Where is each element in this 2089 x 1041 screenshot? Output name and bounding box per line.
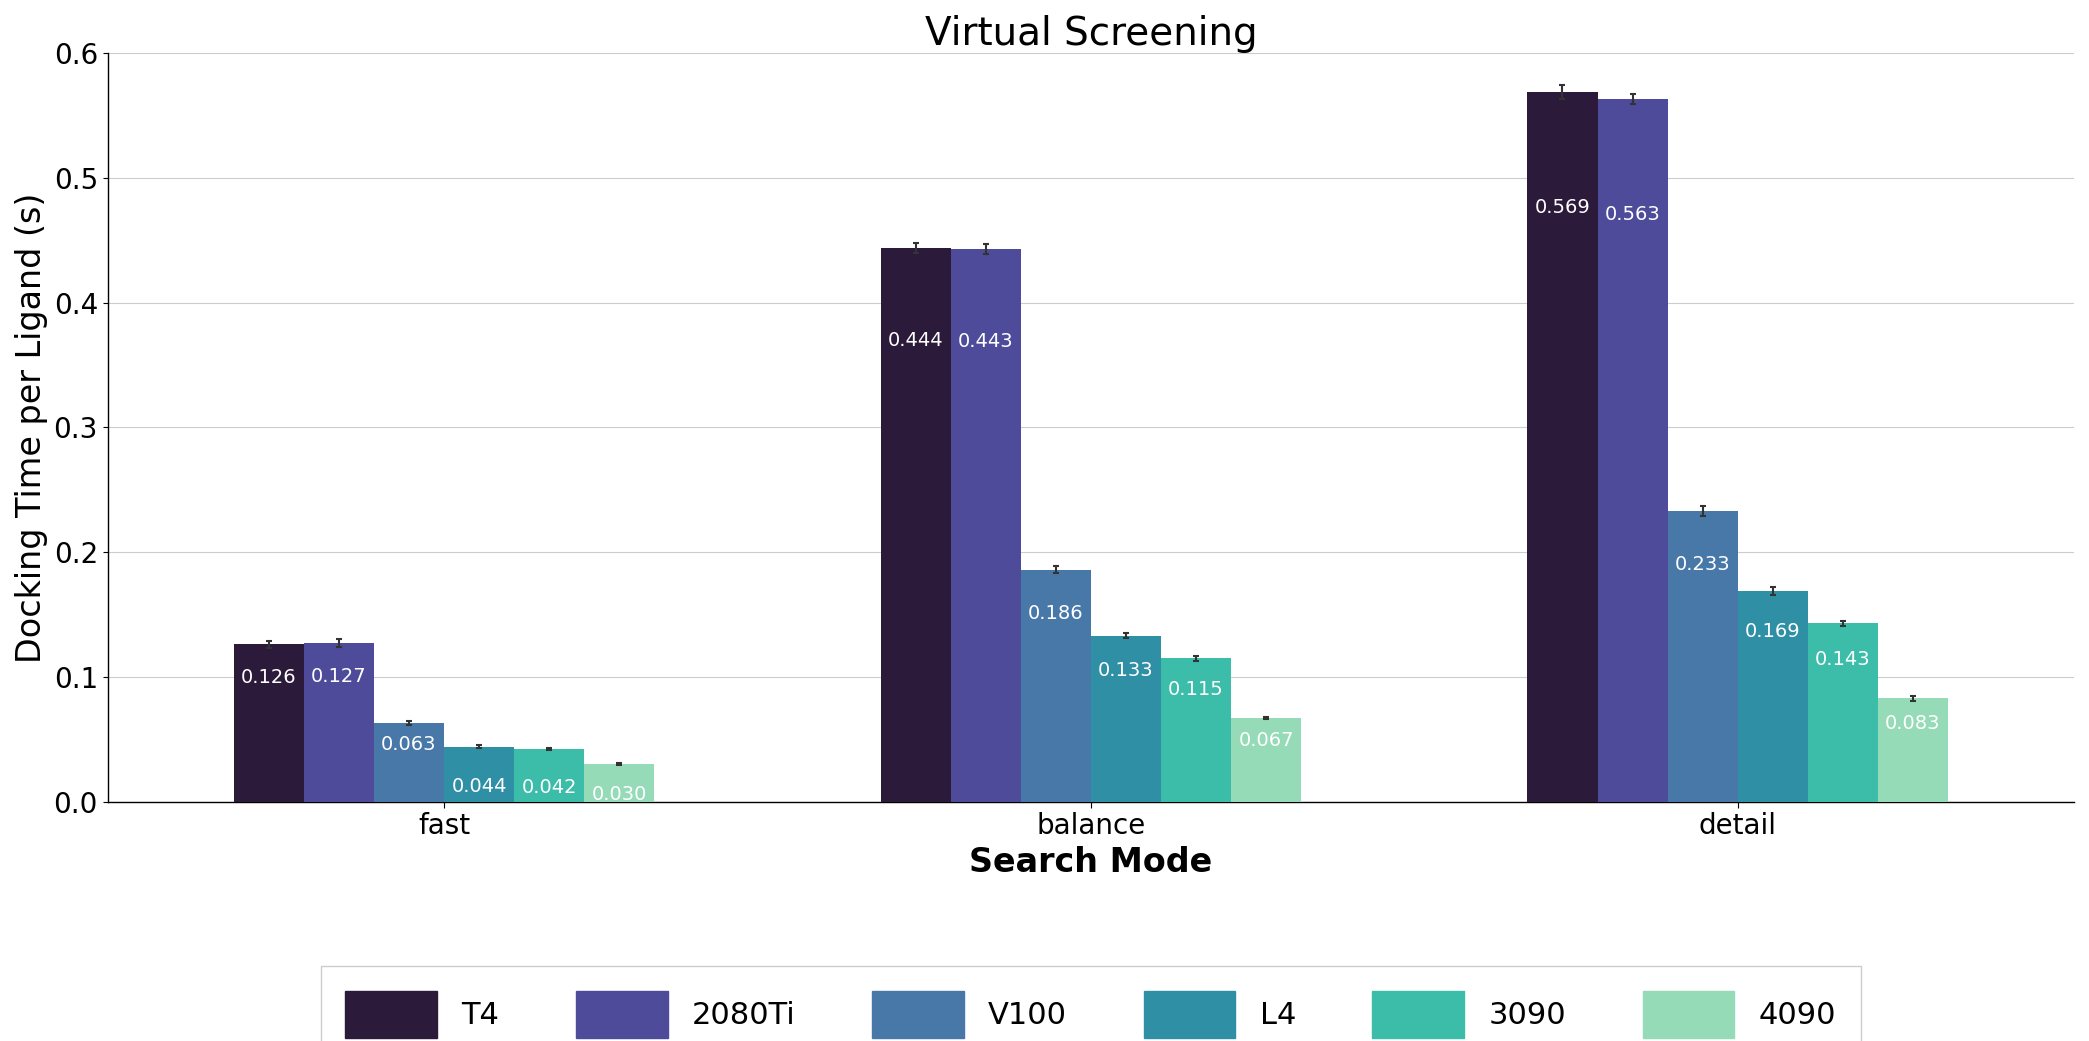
Y-axis label: Docking Time per Ligand (s): Docking Time per Ligand (s): [15, 193, 48, 663]
Bar: [303, 643, 374, 802]
Text: 0.143: 0.143: [1815, 650, 1870, 669]
Bar: [1667, 511, 1738, 802]
Text: 0.444: 0.444: [888, 331, 944, 350]
Bar: [1878, 699, 1947, 802]
Text: 0.083: 0.083: [1884, 713, 1941, 733]
X-axis label: Search Mode: Search Mode: [969, 845, 1212, 879]
Text: 0.563: 0.563: [1604, 205, 1661, 224]
Bar: [514, 750, 585, 802]
Bar: [1161, 658, 1230, 802]
Bar: [585, 764, 654, 802]
Text: 0.044: 0.044: [451, 777, 508, 796]
Bar: [1738, 591, 1807, 802]
Text: 0.169: 0.169: [1744, 623, 1801, 641]
Text: 0.233: 0.233: [1675, 555, 1730, 574]
Text: 0.443: 0.443: [959, 332, 1013, 351]
Bar: [1230, 718, 1301, 802]
Text: 0.030: 0.030: [591, 785, 648, 804]
Bar: [1598, 100, 1667, 802]
Bar: [374, 723, 445, 802]
Bar: [445, 746, 514, 802]
Bar: [1527, 92, 1598, 802]
Text: 0.186: 0.186: [1028, 605, 1084, 624]
Text: 0.569: 0.569: [1535, 199, 1590, 218]
Text: 0.042: 0.042: [522, 778, 577, 797]
Text: 0.126: 0.126: [240, 668, 297, 687]
Bar: [950, 249, 1022, 802]
Bar: [234, 644, 303, 802]
Legend: T4, 2080Ti, V100, L4, 3090, 4090: T4, 2080Ti, V100, L4, 3090, 4090: [322, 966, 1861, 1041]
Bar: [1022, 569, 1090, 802]
Text: 0.127: 0.127: [311, 667, 368, 686]
Text: 0.115: 0.115: [1168, 680, 1224, 699]
Bar: [882, 248, 950, 802]
Text: 0.067: 0.067: [1239, 731, 1293, 750]
Bar: [1807, 624, 1878, 802]
Bar: [1090, 636, 1161, 802]
Title: Virtual Screening: Virtual Screening: [925, 15, 1258, 53]
Text: 0.063: 0.063: [380, 735, 437, 754]
Text: 0.133: 0.133: [1099, 661, 1153, 680]
